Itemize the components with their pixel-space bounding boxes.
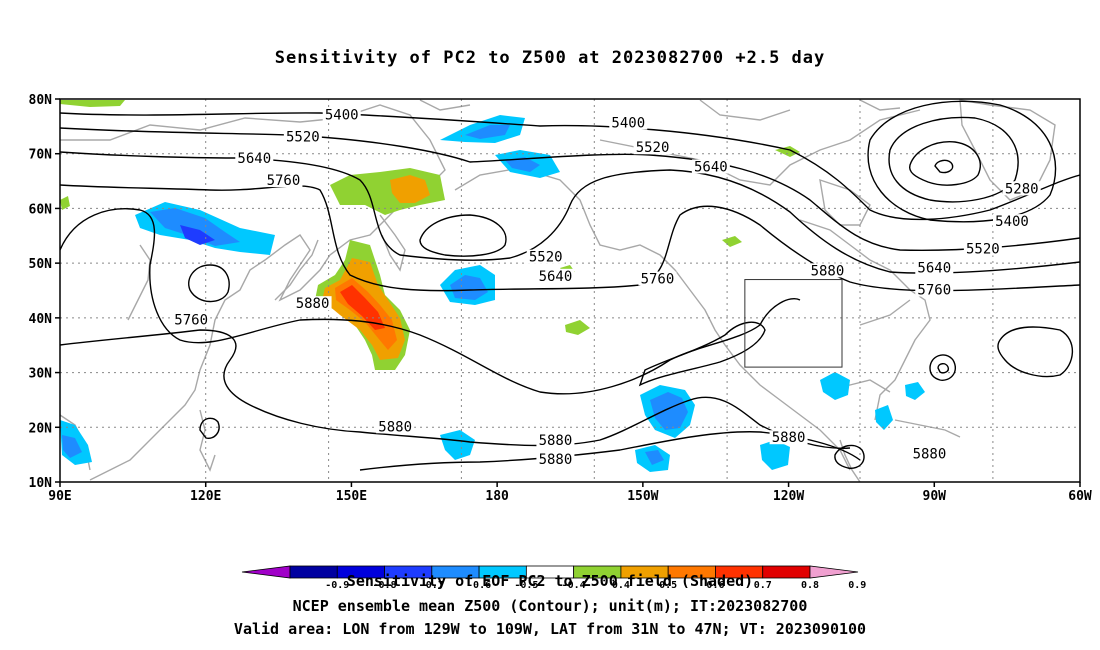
contour-label-bg	[1002, 181, 1041, 196]
lat-label: 50N	[29, 257, 53, 272]
lat-label: 10N	[29, 476, 53, 491]
colorbar-label: 0.5	[659, 580, 677, 591]
contour-label-bg	[172, 312, 211, 327]
contour-label: 5880	[539, 452, 573, 468]
contour-label-bg	[609, 115, 648, 130]
contour-label-bg	[536, 452, 575, 467]
contour-label-bg	[264, 173, 303, 188]
lat-label: 20N	[29, 421, 53, 436]
contour-label: 5400	[611, 116, 645, 132]
sensitivity-shading	[60, 100, 925, 472]
lat-label: 80N	[29, 93, 53, 108]
valid-area-box	[744, 279, 843, 368]
caption-valid-area: Valid area: LON from 129W to 109W, LAT f…	[233, 620, 867, 638]
lat-label: 70N	[29, 148, 53, 163]
contour-label-bg	[536, 432, 575, 447]
colorbar-label: -0.7	[420, 580, 444, 591]
lon-label: 180	[485, 489, 509, 504]
colorbar-label: 0.7	[754, 580, 772, 591]
contour-label-bg	[993, 214, 1031, 229]
latitude-labels: 10N 20N 30N 40N 50N 60N 70N 80N	[29, 93, 60, 491]
colorbar-label: -0.4	[562, 580, 586, 591]
contour-label: 5760	[917, 283, 951, 299]
contour-label-bg	[915, 260, 954, 275]
contour-label-bg	[638, 271, 677, 286]
contour-label: 5640	[539, 269, 573, 285]
contour-label: 5520	[286, 129, 320, 145]
graticule	[60, 99, 1080, 482]
contour-label-bg	[235, 151, 274, 166]
lon-label: 150W	[627, 489, 658, 504]
contour-label: 5880	[913, 447, 947, 463]
map-frame	[59, 98, 1081, 483]
colorbar: -0.9 -0.8 -0.7 -0.6 -0.5 -0.4 0.4 0.5 0.6 0.7 0.8 0…	[241, 565, 866, 591]
contour-label: 5520	[636, 140, 670, 156]
contour-label-bg	[376, 419, 415, 434]
lat-label: 30N	[29, 367, 53, 382]
contour-label-bg	[526, 249, 565, 264]
lon-label: 60W	[1068, 489, 1092, 504]
contour-label: 5880	[772, 430, 806, 446]
lon-label: 120E	[190, 489, 221, 504]
lon-label: 150E	[336, 489, 367, 504]
contour-labels: 5400 5400 5520 5520 5640 5640 5760 5520 5640 5760…	[172, 107, 1041, 468]
lon-label: 90W	[923, 489, 947, 504]
colorbar-label: -0.6	[467, 580, 491, 591]
contour-label-bg	[536, 268, 575, 283]
longitude-labels: 90E 120E 150E 180 150W 120W 90W 60W	[48, 482, 1092, 504]
contour-label-bg	[769, 430, 808, 445]
contour-label: 5400	[995, 214, 1029, 230]
contour-label: 5880	[296, 296, 330, 312]
colorbar-high-extend	[809, 565, 859, 579]
contour-label: 5520	[966, 241, 1000, 257]
contour-label: 5760	[641, 272, 675, 288]
contour-label-bg	[808, 263, 847, 278]
contour-label-bg	[633, 140, 672, 155]
contour-label-bg	[910, 446, 949, 461]
contour-label: 5640	[917, 261, 951, 277]
contour-label-bg	[293, 296, 332, 311]
contour-label-bg	[915, 282, 954, 297]
lat-label: 40N	[29, 312, 53, 327]
contour-label: 5880	[539, 433, 573, 449]
z500-contours	[60, 100, 1080, 471]
contour-label-bg	[322, 107, 361, 122]
contour-label: 5640	[237, 151, 271, 167]
colorbar-label: 0.8	[801, 580, 819, 591]
lon-label: 90E	[48, 489, 71, 504]
lon-label: 120W	[773, 489, 804, 504]
contour-label-bg	[691, 159, 730, 174]
contour-label: 5400	[325, 107, 359, 123]
colorbar-label: -0.5	[514, 580, 538, 591]
colorbar-label: -0.8	[372, 580, 396, 591]
contour-label-bg	[963, 241, 1002, 256]
colorbar-label: 0.4	[612, 580, 630, 591]
lat-label: 60N	[29, 202, 53, 217]
map-title: Sensitivity of PC2 to Z500 at 2023082700…	[274, 48, 826, 68]
caption-contour: NCEP ensemble mean Z500 (Contour); unit(…	[292, 597, 808, 615]
contour-label: 5880	[378, 419, 412, 435]
caption-shaded: Sensitivity of EOF PC2 to Z500 field (Sh…	[346, 572, 754, 590]
contour-label: 5880	[811, 263, 845, 279]
contour-label: 5520	[529, 250, 563, 266]
contour-label-bg	[283, 129, 322, 144]
contour-label: 5760	[174, 313, 208, 329]
colorbar-label: 0.6	[706, 580, 724, 591]
contour-label: 5640	[694, 159, 728, 175]
colorbar-label: 0.9	[848, 580, 866, 591]
colorbar-label: -0.9	[325, 580, 349, 591]
contour-label: 5280	[1005, 181, 1039, 197]
contour-label: 5760	[267, 173, 301, 189]
